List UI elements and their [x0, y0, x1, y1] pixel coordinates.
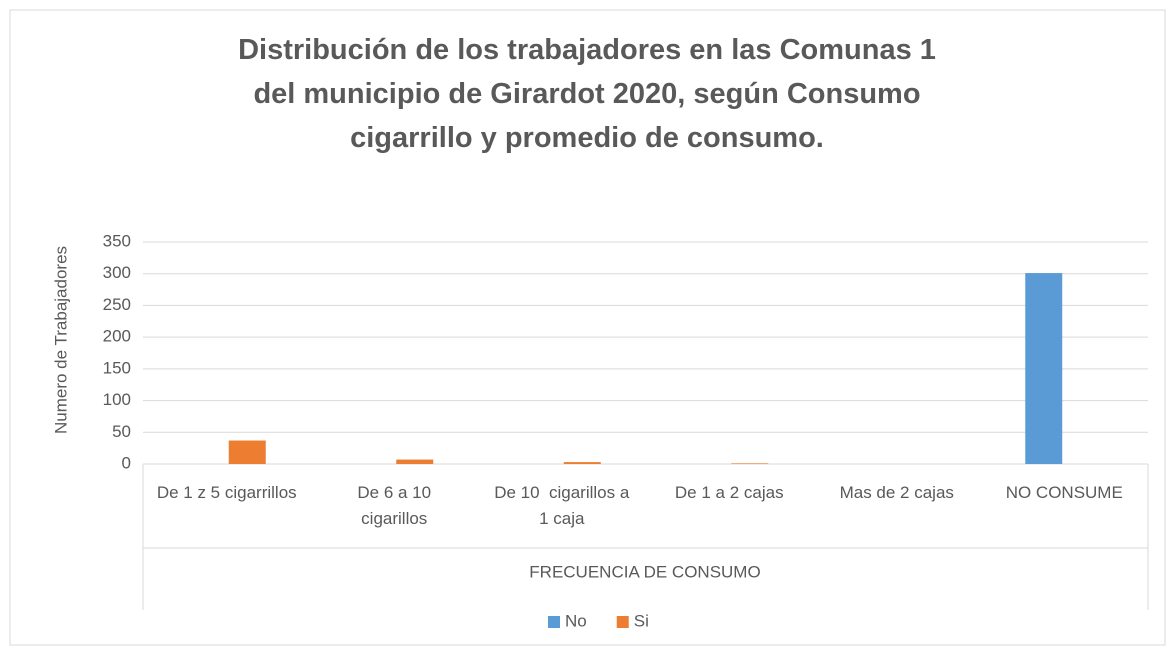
bar: [731, 463, 769, 464]
y-tick-label: 300: [103, 263, 131, 282]
x-tick-label: De 10 cigarillos a 1 caja: [494, 483, 635, 528]
y-tick-label: 250: [103, 295, 131, 314]
y-tick-label: 150: [103, 358, 131, 377]
y-tick-label: 350: [103, 231, 131, 250]
y-tick-label: 0: [122, 453, 131, 472]
x-tick-label: Mas de 2 cajas: [839, 483, 954, 502]
x-axis-label: FRECUENCIA DE CONSUMO: [529, 562, 760, 581]
x-tick-label: De 1 a 2 cajas: [674, 483, 784, 502]
chart-border: [9, 9, 1166, 646]
x-tick-label: De 1 z 5 cigarrillos: [156, 483, 297, 502]
bar: [396, 459, 434, 464]
chart-title: Distribución de los trabajadores en las …: [238, 34, 936, 154]
legend-label: No: [565, 611, 587, 630]
bar: [1025, 273, 1063, 464]
legend-label: Si: [634, 611, 649, 630]
bar: [228, 440, 266, 464]
legend-swatch: [616, 616, 629, 628]
y-tick-label: 50: [112, 422, 131, 441]
y-tick-label: 200: [103, 327, 131, 346]
legend-swatch: [548, 616, 560, 628]
y-axis-label: Numero de Trabajadores: [51, 246, 70, 434]
y-tick-label: 100: [103, 390, 131, 409]
x-tick-label: De 6 a 10 cigarillos: [357, 483, 436, 528]
x-tick-label: NO CONSUME: [1005, 483, 1123, 502]
bar: [563, 462, 601, 464]
